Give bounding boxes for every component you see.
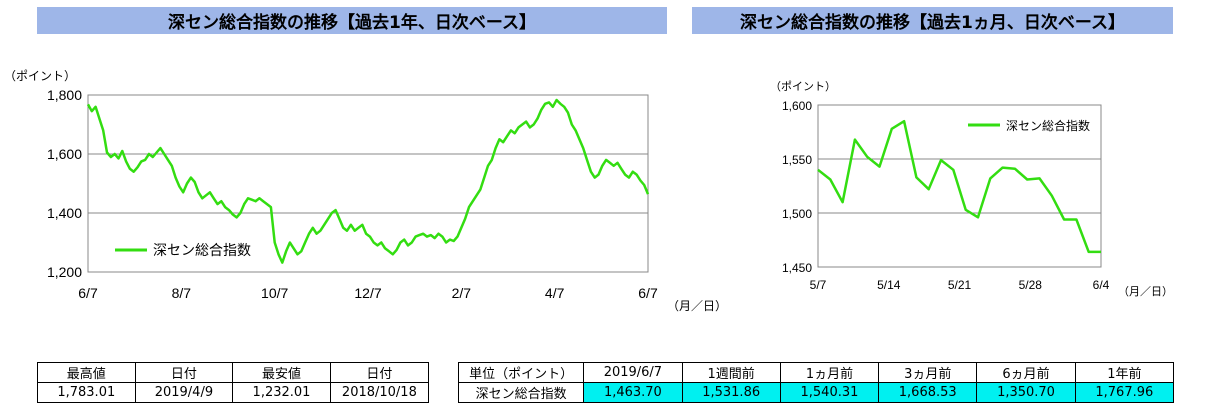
x-tick-label: 12/7 — [354, 285, 381, 301]
perf-header-unit: 単位（ポイント） — [457, 362, 585, 383]
perf-header-6m: 6ヵ月前 — [976, 362, 1076, 383]
stats-header-high: 最高値 — [37, 362, 136, 383]
x-tick-label: 6/7 — [78, 285, 98, 301]
perf-value-current: 1,463.70 — [583, 382, 683, 403]
y-tick-label: 1,200 — [47, 264, 82, 280]
y-tick-label: 1,450 — [782, 261, 812, 275]
stats-low-date: 2018/10/18 — [329, 382, 430, 403]
x-tick-label: 5/14 — [877, 278, 901, 292]
stats-header-low: 最安値 — [232, 362, 331, 383]
x-unit-label: （月／日） — [667, 299, 727, 313]
perf-row-label: 深セン総合指数 — [457, 382, 585, 403]
stats-low-value: 1,232.01 — [232, 382, 331, 403]
x-tick-label: 5/7 — [810, 278, 827, 292]
perf-value-1w: 1,531.86 — [681, 382, 781, 403]
perf-header-current: 2019/6/7 — [583, 362, 683, 383]
y-tick-label: 1,600 — [782, 99, 812, 113]
x-tick-label: 8/7 — [172, 285, 192, 301]
left-chart-title: 深セン総合指数の推移【過去1年、日次ベース】 — [37, 7, 667, 34]
perf-header-1m: 1ヵ月前 — [779, 362, 880, 383]
perf-header-3m: 3ヵ月前 — [878, 362, 978, 383]
y-unit-label: （ポイント） — [4, 69, 76, 83]
series-line — [817, 119, 1101, 254]
perf-table: 単位（ポイント） 2019/6/7 1週間前 1ヵ月前 3ヵ月前 6ヵ月前 1年… — [457, 362, 1175, 403]
x-tick-label: 2/7 — [452, 285, 472, 301]
x-tick-label: 6/7 — [638, 285, 658, 301]
legend-label: 深セン総合指数 — [1006, 118, 1090, 133]
series-line — [86, 98, 650, 264]
perf-value-1m: 1,540.31 — [779, 382, 880, 403]
chart-1m: 1,450 1,500 1,550 1,600 5/7 5/14 5/21 5/28 6/4 （ポ… — [770, 80, 1173, 298]
stats-table: 最高値 日付 最安値 日付 1,783.01 2019/4/9 1,232.01… — [37, 362, 430, 403]
x-tick-label: 5/21 — [948, 278, 972, 292]
x-unit-label: （月／日） — [1118, 285, 1173, 298]
right-chart-title: 深セン総合指数の推移【過去1ヵ月、日次ベース】 — [692, 7, 1173, 34]
y-tick-label: 1,400 — [47, 205, 82, 221]
stats-header-date2: 日付 — [329, 362, 430, 383]
x-tick-label: 10/7 — [261, 285, 288, 301]
y-unit-label: （ポイント） — [770, 80, 836, 93]
x-tick-label: 6/4 — [1093, 278, 1110, 292]
y-tick-label: 1,550 — [782, 153, 812, 167]
perf-value-3m: 1,668.53 — [878, 382, 978, 403]
plot-area — [87, 94, 649, 273]
x-tick-label: 5/28 — [1019, 278, 1043, 292]
perf-value-1y: 1,767.96 — [1074, 382, 1175, 403]
perf-value-6m: 1,350.70 — [976, 382, 1076, 403]
stats-high-date: 2019/4/9 — [134, 382, 234, 403]
perf-header-1y: 1年前 — [1074, 362, 1175, 383]
legend-label: 深セン総合指数 — [153, 242, 251, 258]
y-tick-label: 1,800 — [47, 87, 82, 103]
y-tick-label: 1,600 — [47, 146, 82, 162]
stats-high-value: 1,783.01 — [37, 382, 136, 403]
chart-1y: 1,200 1,400 1,600 1,800 6/7 8/7 10/7 12/7 2/7 4/7… — [4, 69, 727, 313]
stats-header-date1: 日付 — [134, 362, 234, 383]
x-tick-label: 4/7 — [545, 285, 565, 301]
y-tick-label: 1,500 — [782, 207, 812, 221]
perf-header-1w: 1週間前 — [681, 362, 781, 383]
